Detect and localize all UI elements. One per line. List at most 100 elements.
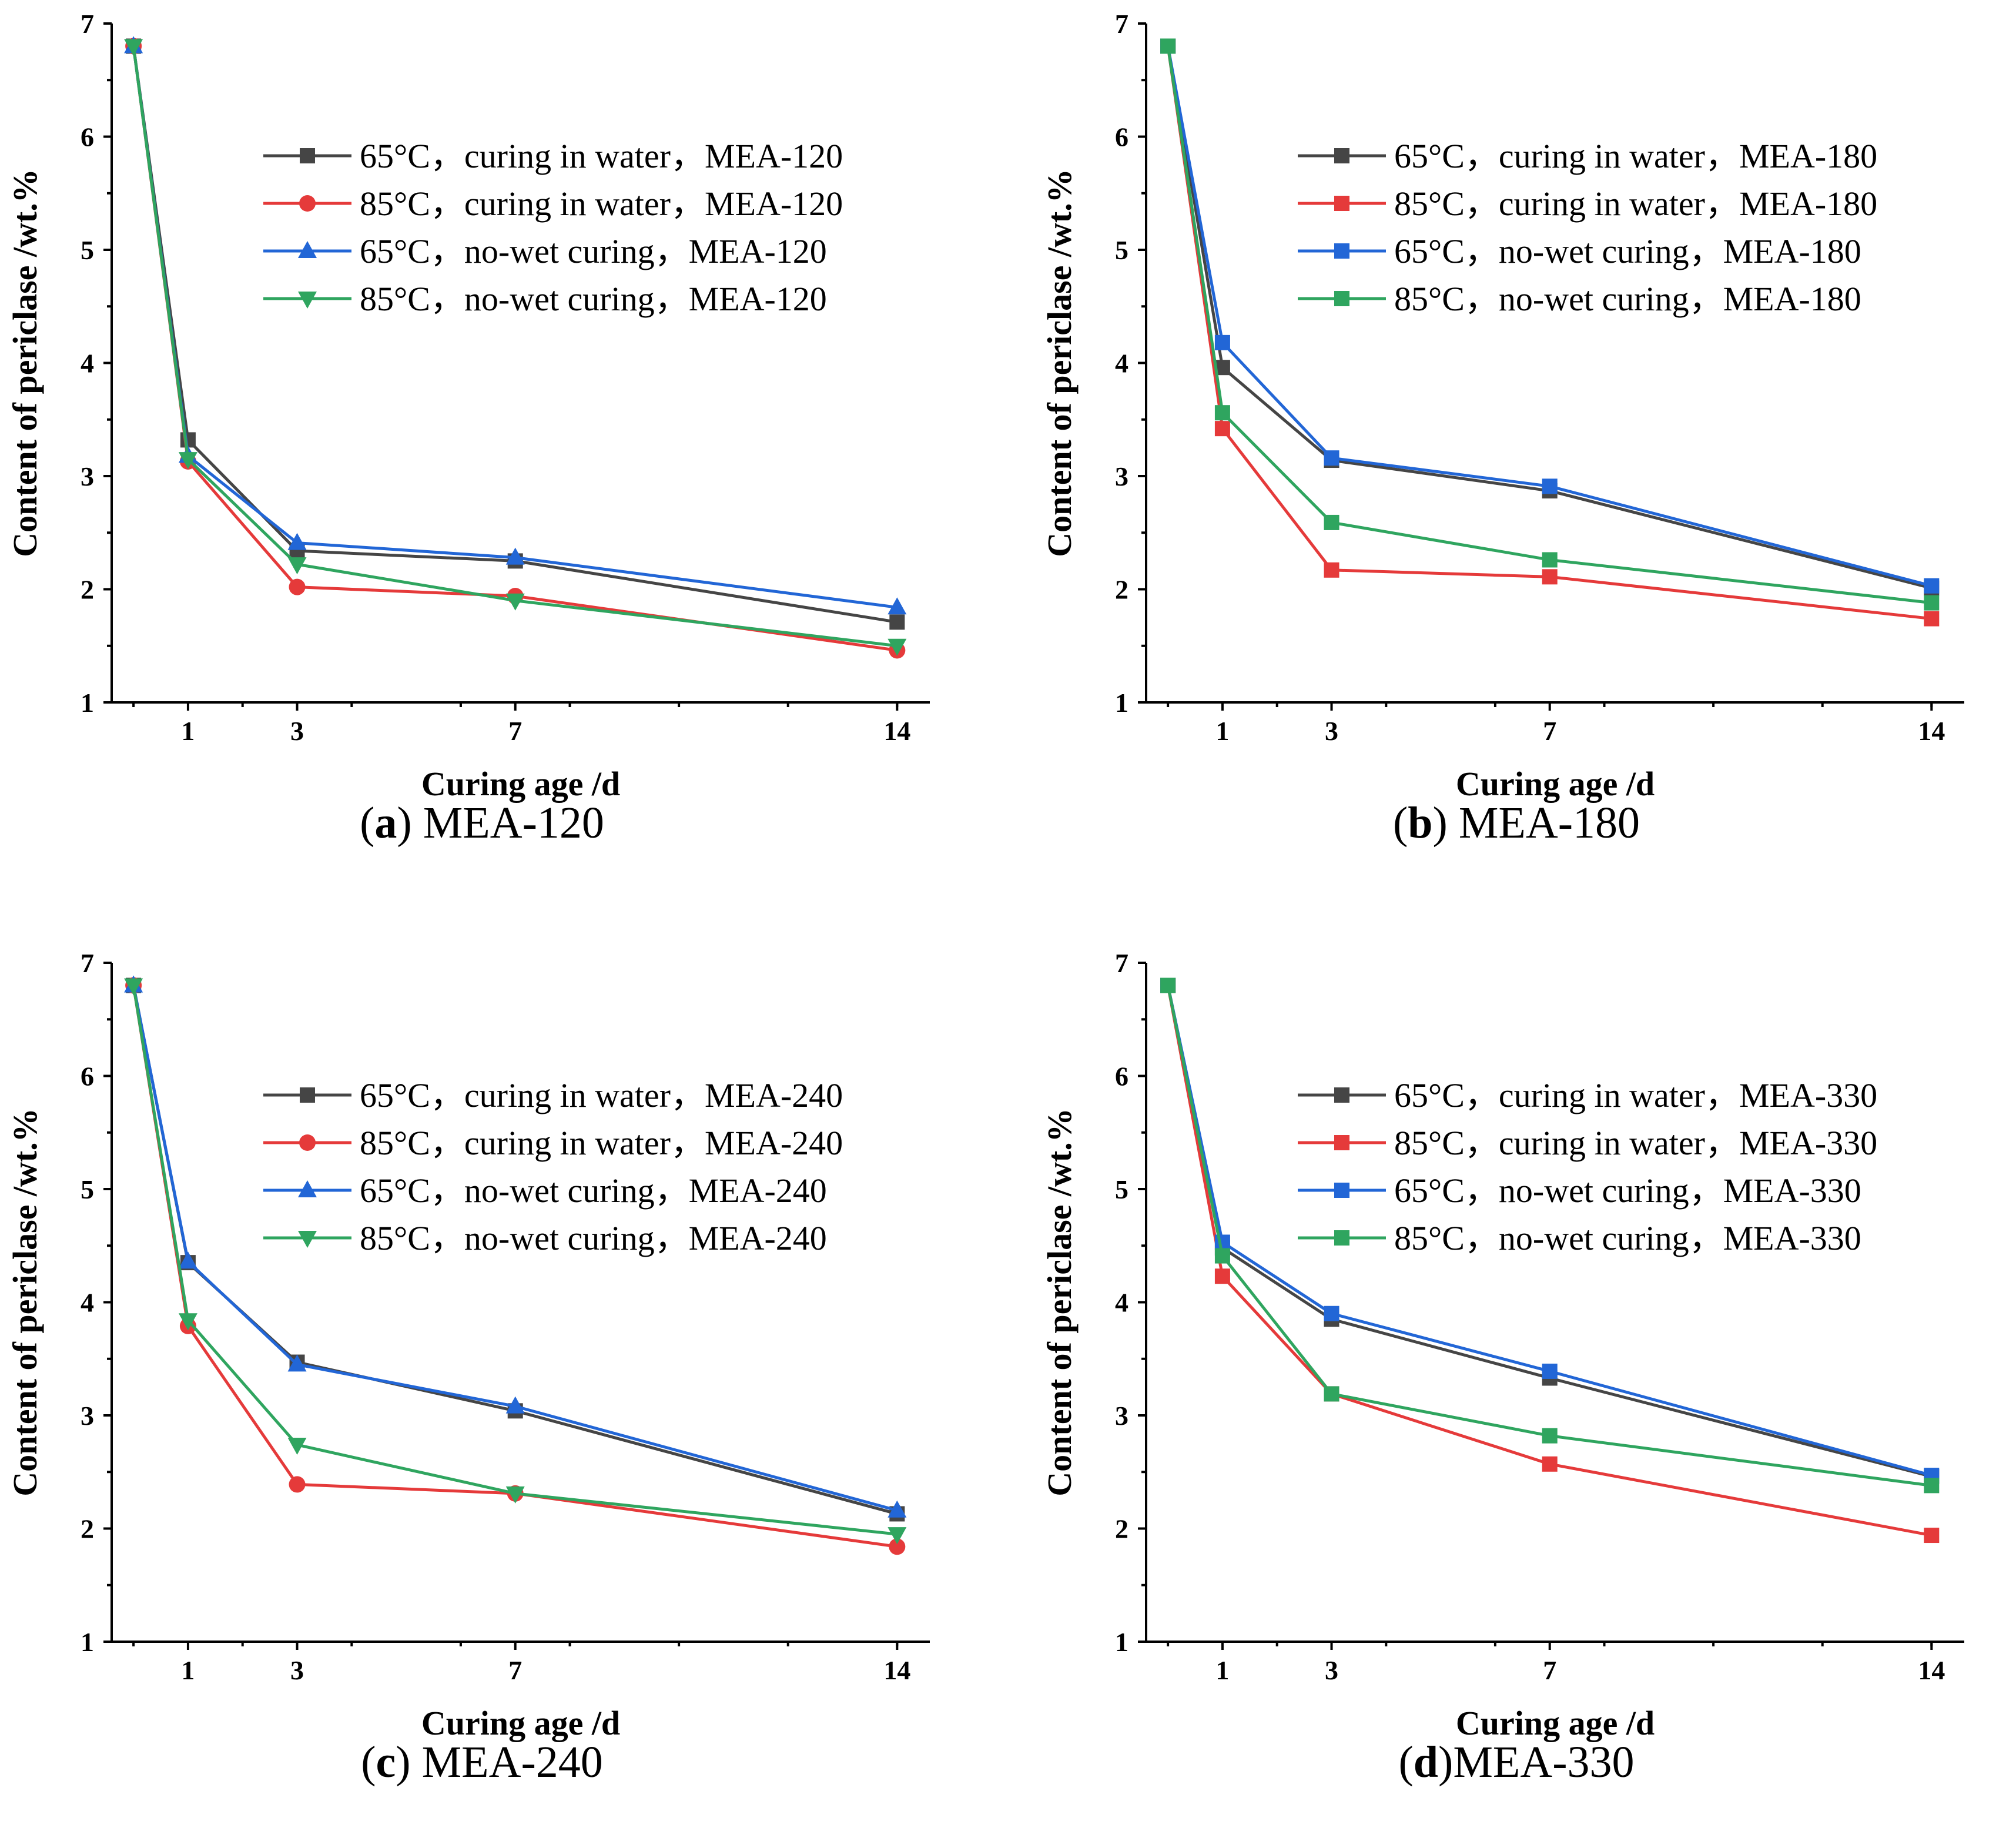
data-point-green [1160, 38, 1176, 54]
legend-label-green: 85°C，no-wet curing，MEA-180 [1394, 280, 1861, 318]
x-tick-label: 3 [290, 716, 304, 746]
chart-panel-d: 1 2 3 4 5 6 7 1 3 7 14 Curing age /d Content of peri… [1040, 948, 1964, 1787]
series-line-black [132, 46, 897, 624]
y-tick-label: 5 [81, 235, 94, 265]
y-tick-label: 4 [81, 349, 94, 379]
data-point-green [1924, 1478, 1940, 1494]
x-axis-title: Curing age /d [421, 765, 620, 803]
y-tick-label: 6 [1115, 1062, 1128, 1092]
data-point-red [1542, 569, 1558, 585]
series-line-green [1166, 46, 1932, 605]
data-point-blue [505, 1396, 525, 1414]
x-tick-label: 3 [290, 1655, 304, 1685]
data-point-red [1924, 611, 1940, 627]
legend-marker-green [1334, 291, 1349, 306]
x-tick-label: 1 [1215, 716, 1229, 746]
series-line-red [132, 985, 897, 1548]
legend-marker-black [300, 148, 315, 163]
data-point-red [889, 1538, 906, 1555]
y-tick-label: 5 [81, 1174, 94, 1204]
caption-text: ) MEA-240 [396, 1737, 603, 1787]
x-tick-label: 14 [883, 1655, 910, 1685]
legend-marker-red [299, 1134, 316, 1151]
chart-panel-c: 1 2 3 4 5 6 7 1 3 7 14 Curing age /d Content of peri… [6, 948, 930, 1787]
legend-label-red: 85°C，curing in water，MEA-180 [1394, 185, 1877, 223]
legend-label-green: 85°C，no-wet curing，MEA-240 [360, 1219, 827, 1257]
data-point-blue [178, 1251, 197, 1269]
data-point-green [178, 1313, 197, 1331]
legend-marker-red [1334, 1135, 1349, 1150]
caption-paren-open: ( [361, 1737, 376, 1787]
y-tick-label: 7 [81, 948, 94, 978]
x-tick-label: 14 [1918, 716, 1945, 746]
y-tick-label: 3 [1115, 1401, 1128, 1431]
x-tick-label: 14 [1918, 1655, 1945, 1685]
caption-label: a [374, 798, 397, 848]
legend-label-blue: 65°C，no-wet curing，MEA-330 [1394, 1171, 1861, 1210]
y-tick-label: 2 [1115, 1514, 1128, 1544]
y-tick-label: 1 [1115, 1627, 1128, 1657]
data-point-red [1214, 1268, 1230, 1284]
data-point-blue [287, 533, 307, 550]
y-tick-label: 3 [81, 461, 94, 491]
caption-paren-open: ( [1398, 1737, 1413, 1787]
legend-label-green: 85°C，no-wet curing，MEA-120 [360, 280, 827, 318]
caption-text: ) MEA-120 [397, 798, 604, 848]
data-point-green [505, 1486, 525, 1504]
x-tick-label: 3 [1325, 716, 1338, 746]
x-axis-title: Curing age /d [1456, 1704, 1655, 1742]
panel-caption: (a) MEA-120 [360, 798, 604, 848]
legend-marker-green [1334, 1230, 1349, 1246]
y-tick-label: 7 [1115, 9, 1128, 39]
data-point-red [1542, 1456, 1558, 1472]
data-point-blue [505, 547, 525, 565]
data-point-green [178, 452, 197, 470]
caption-label: b [1408, 798, 1432, 848]
legend-label-green: 85°C，no-wet curing，MEA-330 [1394, 1219, 1861, 1257]
data-point-green [1160, 977, 1176, 993]
data-point-green [124, 978, 143, 996]
x-tick-label: 1 [1215, 1655, 1229, 1685]
caption-paren-open: ( [1393, 798, 1408, 848]
y-axis-title: Content of periclase /wt.% [1040, 169, 1079, 557]
y-tick-label: 2 [81, 575, 94, 605]
legend-label-red: 85°C，curing in water，MEA-330 [1394, 1124, 1877, 1162]
series-line-red [1166, 46, 1932, 621]
legend-marker-red [299, 195, 316, 212]
legend-label-blue: 65°C，no-wet curing，MEA-180 [1394, 232, 1861, 270]
data-point-red [1214, 421, 1230, 437]
data-point-blue [287, 1354, 307, 1372]
data-point-blue [888, 1500, 907, 1518]
data-point-blue [1324, 1305, 1339, 1321]
y-tick-label: 4 [1115, 1288, 1128, 1318]
y-axis-title: Content of periclase /wt.% [6, 1108, 44, 1496]
x-axis-title: Curing age /d [1456, 765, 1655, 803]
data-point-green [505, 593, 525, 611]
series-line-green [132, 985, 897, 1536]
y-tick-label: 3 [81, 1401, 94, 1431]
data-point-green [1214, 405, 1230, 421]
series-line-blue [132, 46, 897, 609]
y-tick-label: 6 [81, 1062, 94, 1092]
data-point-green [1324, 1386, 1339, 1402]
caption-label: d [1414, 1737, 1438, 1787]
x-tick-label: 14 [883, 716, 910, 746]
data-point-green [1924, 595, 1940, 611]
data-point-blue [1214, 334, 1230, 350]
y-tick-label: 2 [81, 1514, 94, 1544]
legend-label-blue: 65°C，no-wet curing，MEA-120 [360, 232, 827, 270]
legend-label-black: 65°C，curing in water，MEA-120 [360, 137, 843, 175]
y-tick-label: 1 [81, 1627, 94, 1657]
chart-panel-b: 1 2 3 4 5 6 7 1 3 7 14 Curing age /d Content of peri… [1040, 9, 1964, 848]
legend-label-black: 65°C，curing in water，MEA-330 [1394, 1076, 1877, 1114]
data-point-green [287, 1438, 307, 1455]
data-point-red [289, 578, 306, 595]
data-point-green [1324, 514, 1339, 530]
x-tick-label: 3 [1325, 1655, 1338, 1685]
data-point-red [289, 1476, 306, 1493]
legend-marker-blue [1334, 243, 1349, 259]
y-tick-label: 4 [81, 1288, 94, 1318]
data-point-blue [1324, 450, 1339, 466]
legend-marker-black [1334, 1087, 1349, 1103]
